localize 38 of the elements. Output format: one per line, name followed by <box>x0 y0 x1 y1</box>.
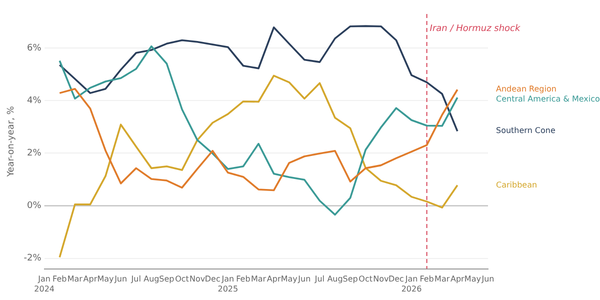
y-axis-title: Year-on-year, % <box>6 106 17 178</box>
x-tick-label: Mar <box>434 274 450 284</box>
x-tick-label: Nov <box>190 274 206 284</box>
text: Andean Region <box>496 84 556 94</box>
x-tick-label: Jun <box>297 274 311 284</box>
text: Southern Cone <box>496 126 556 136</box>
x-tick-label: Apr <box>83 274 98 284</box>
x-tick-label: Dec <box>204 274 220 284</box>
x-tick-label: Jun <box>480 274 494 284</box>
x-tick-label: Feb <box>420 274 434 284</box>
x-tick-label: Feb <box>236 274 250 284</box>
x-tick-label: Apr <box>266 274 282 284</box>
y-tick-label: 6% <box>27 43 42 54</box>
x-tick-label: Dec <box>388 274 404 284</box>
text: Central America & Mexico <box>496 94 600 104</box>
y-tick-label: -2% <box>24 254 42 264</box>
x-tick-label: Mar <box>250 274 267 284</box>
x-tick-label: Feb <box>52 274 67 284</box>
x-tick-label: Apr <box>450 274 466 284</box>
x-tick-label: May <box>97 274 114 284</box>
x-tick-label: Nov <box>373 274 389 284</box>
x-tick-label: Sep <box>342 274 358 284</box>
x-tick-label: Jun <box>114 274 128 284</box>
x-tick-label: Oct <box>175 274 189 284</box>
x-tick-label: Sep <box>159 274 174 284</box>
y-tick-label: 2% <box>27 148 42 159</box>
text: Caribbean <box>496 180 538 190</box>
x-tick-label: Mar <box>67 274 84 284</box>
x-tick-label: Jul <box>314 274 325 284</box>
y-tick-label: 0% <box>27 201 42 212</box>
x-tick-label: May <box>280 274 298 284</box>
ref-line-label: Iran / Hormuz shock <box>430 24 522 34</box>
y-tick-label: 4% <box>27 96 42 106</box>
x-tick-label: Aug <box>144 274 160 284</box>
x-tick-label: May <box>464 274 482 284</box>
x-tick-label: Aug <box>327 274 343 284</box>
x-tick-label: Oct <box>358 274 373 284</box>
x-tick-label: Jul <box>130 274 141 284</box>
